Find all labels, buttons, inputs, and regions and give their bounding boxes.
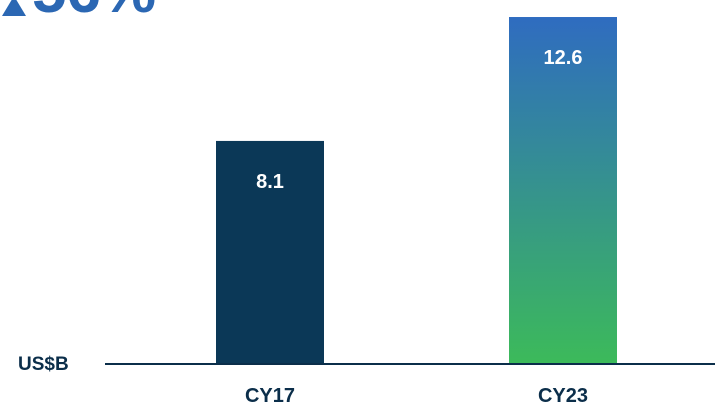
increase-arrow bbox=[2, 0, 26, 16]
x-tick-label: CY17 bbox=[245, 385, 295, 407]
value-label: 12.6 bbox=[544, 47, 583, 69]
unit-label: US$B bbox=[18, 354, 69, 375]
x-tick-label: CY23 bbox=[538, 385, 588, 407]
bar bbox=[216, 140, 324, 364]
value-label: 8.1 bbox=[256, 171, 284, 193]
bar bbox=[509, 17, 617, 365]
growth-annotation: 56% bbox=[32, 0, 156, 26]
